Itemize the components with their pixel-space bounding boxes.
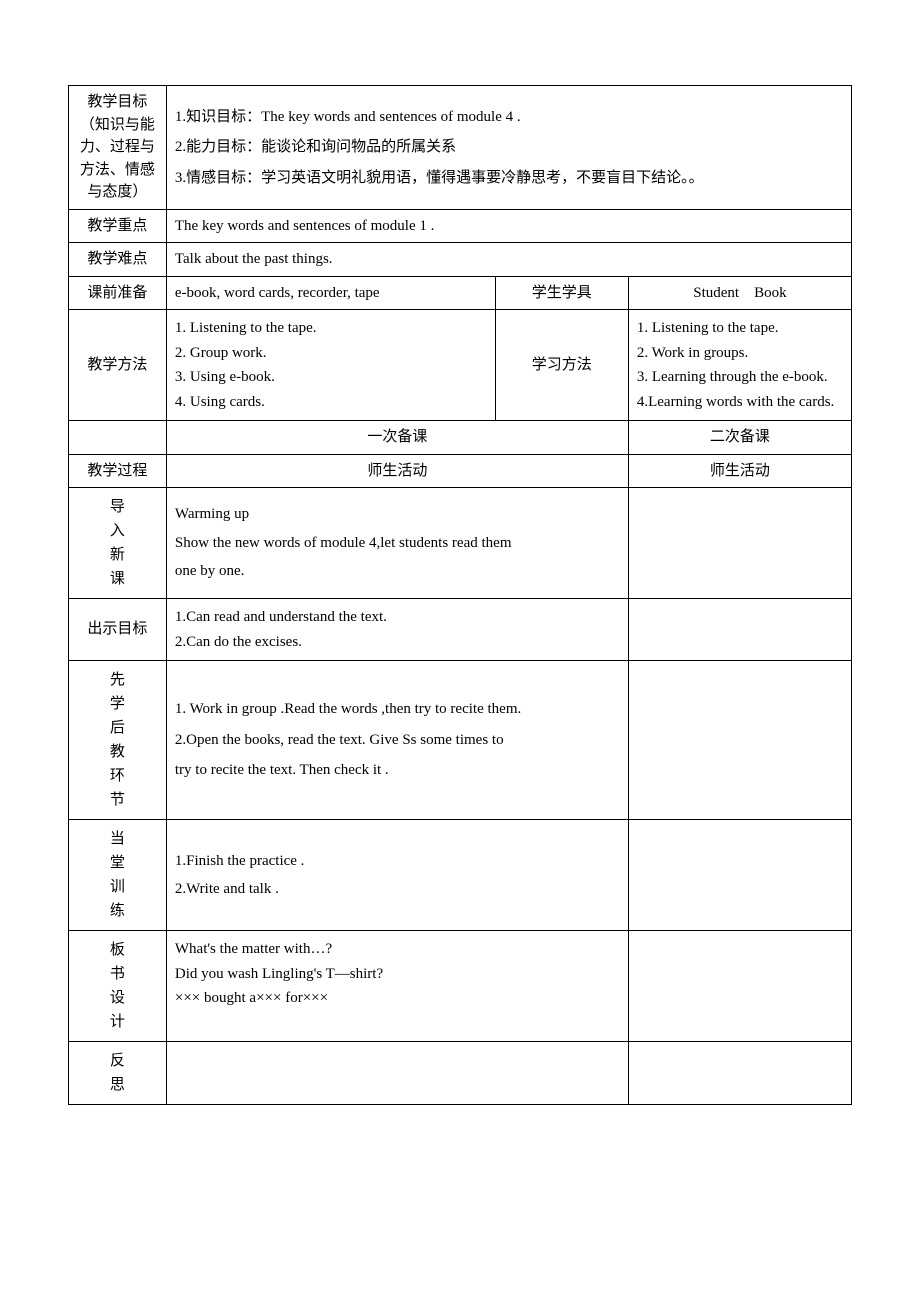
table-row: 教学目标（知识与能力、过程与方法、情感与态度） 1.知识目标：The key w… [69, 86, 852, 210]
practice-label: 当堂训练 [69, 820, 167, 931]
prep1-label: 一次备课 [166, 421, 628, 455]
table-row: 出示目标 1.Can read and understand the text.… [69, 599, 852, 661]
lesson-plan-table: 教学目标（知识与能力、过程与方法、情感与态度） 1.知识目标：The key w… [68, 85, 852, 1105]
goals-line-2: 2.能力目标：能谈论和询问物品的所属关系 [175, 136, 843, 159]
intro-secondary [628, 488, 851, 599]
reflect-content [166, 1042, 628, 1105]
board-label: 板书设计 [69, 931, 167, 1042]
teachlearn-secondary [628, 661, 851, 820]
goals-content: 1.知识目标：The key words and sentences of mo… [166, 86, 851, 210]
board-line-1: What's the matter with…? [175, 938, 620, 961]
activity-label-2: 师生活动 [628, 454, 851, 488]
learn-method-2: 2. Work in groups. [637, 342, 843, 365]
board-line-3: ××× bought a××× for××× [175, 987, 620, 1010]
table-row: 板书设计 What's the matter with…? Did you wa… [69, 931, 852, 1042]
teach-method-label: 教学方法 [69, 310, 167, 421]
teachlearn-content: 1. Work in group .Read the words ,then t… [166, 661, 628, 820]
teach-method-4: 4. Using cards. [175, 391, 487, 414]
student-tool-label: 学生学具 [495, 276, 628, 310]
teachlearn-line-1: 1. Work in group .Read the words ,then t… [175, 698, 620, 721]
student-tool-content: Student Book [628, 276, 851, 310]
goals-line-1: 1.知识目标：The key words and sentences of mo… [175, 106, 843, 129]
board-content: What's the matter with…? Did you wash Li… [166, 931, 628, 1042]
objective-line-2: 2.Can do the excises. [175, 631, 620, 654]
teach-method-content: 1. Listening to the tape. 2. Group work.… [166, 310, 495, 421]
objective-secondary [628, 599, 851, 661]
prep2-label: 二次备课 [628, 421, 851, 455]
learn-method-content: 1. Listening to the tape. 2. Work in gro… [628, 310, 851, 421]
table-row: 教学难点 Talk about the past things. [69, 243, 852, 277]
table-row: 教学过程 师生活动 师生活动 [69, 454, 852, 488]
teachlearn-line-3: try to recite the text. Then check it . [175, 759, 620, 782]
activity-label-1: 师生活动 [166, 454, 628, 488]
practice-line-2: 2.Write and talk . [175, 878, 620, 901]
table-row: 教学重点 The key words and sentences of modu… [69, 209, 852, 243]
learn-method-3: 3. Learning through the e-book. [637, 366, 843, 389]
teachlearn-label: 先学后教环节 [69, 661, 167, 820]
teach-method-2: 2. Group work. [175, 342, 487, 365]
table-row: 当堂训练 1.Finish the practice . 2.Write and… [69, 820, 852, 931]
reflect-label: 反思 [69, 1042, 167, 1105]
difficulty-label: 教学难点 [69, 243, 167, 277]
teach-method-3: 3. Using e-book. [175, 366, 487, 389]
intro-line-1: Warming up [175, 503, 620, 526]
table-row: 教学方法 1. Listening to the tape. 2. Group … [69, 310, 852, 421]
focus-content: The key words and sentences of module 1 … [166, 209, 851, 243]
difficulty-content: Talk about the past things. [166, 243, 851, 277]
reflect-secondary [628, 1042, 851, 1105]
table-row: 导入新课 Warming up Show the new words of mo… [69, 488, 852, 599]
board-line-2: Did you wash Lingling's T—shirt? [175, 963, 620, 986]
intro-line-3: one by one. [175, 560, 620, 583]
prep-label: 课前准备 [69, 276, 167, 310]
teachlearn-line-2: 2.Open the books, read the text. Give Ss… [175, 729, 620, 752]
intro-line-2: Show the new words of module 4,let stude… [175, 532, 620, 555]
objective-content: 1.Can read and understand the text. 2.Ca… [166, 599, 628, 661]
process-label: 教学过程 [69, 454, 167, 488]
board-secondary [628, 931, 851, 1042]
teach-method-1: 1. Listening to the tape. [175, 317, 487, 340]
intro-content: Warming up Show the new words of module … [166, 488, 628, 599]
goals-label: 教学目标（知识与能力、过程与方法、情感与态度） [69, 86, 167, 210]
practice-content: 1.Finish the practice . 2.Write and talk… [166, 820, 628, 931]
table-row: 先学后教环节 1. Work in group .Read the words … [69, 661, 852, 820]
empty-cell [69, 421, 167, 455]
table-row: 课前准备 e-book, word cards, recorder, tape … [69, 276, 852, 310]
learn-method-4: 4.Learning words with the cards. [637, 391, 843, 414]
prep-content: e-book, word cards, recorder, tape [166, 276, 495, 310]
intro-label: 导入新课 [69, 488, 167, 599]
table-row: 一次备课 二次备课 [69, 421, 852, 455]
learn-method-label: 学习方法 [495, 310, 628, 421]
practice-secondary [628, 820, 851, 931]
objective-label: 出示目标 [69, 599, 167, 661]
focus-label: 教学重点 [69, 209, 167, 243]
goals-line-3: 3.情感目标：学习英语文明礼貌用语，懂得遇事要冷静思考，不要盲目下结论。。 [175, 167, 843, 190]
objective-line-1: 1.Can read and understand the text. [175, 606, 620, 629]
table-row: 反思 [69, 1042, 852, 1105]
learn-method-1: 1. Listening to the tape. [637, 317, 843, 340]
practice-line-1: 1.Finish the practice . [175, 850, 620, 873]
